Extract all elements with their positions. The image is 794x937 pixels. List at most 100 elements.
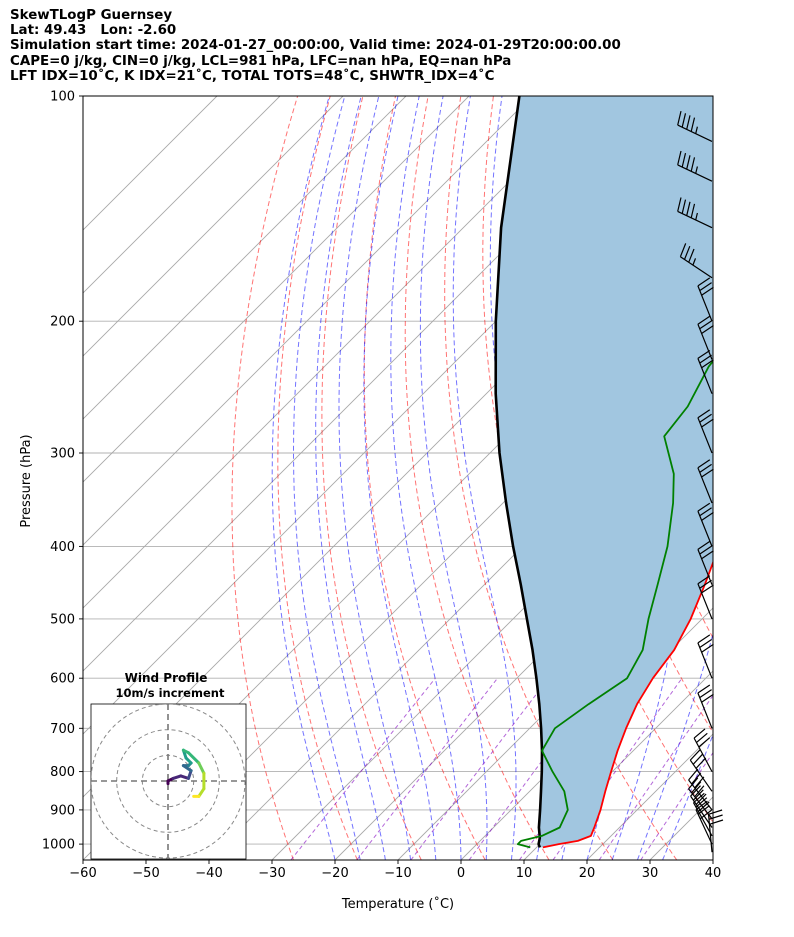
- wind-barb-flag: [695, 793, 707, 805]
- isotherm-line: [83, 96, 344, 357]
- hodograph-segment: [187, 751, 201, 765]
- wind-barb-shaft: [689, 759, 713, 792]
- dry-adiabat: [722, 96, 794, 860]
- wind-barb-flag: [698, 737, 711, 748]
- wind-barb-half-flag: [695, 212, 698, 221]
- temperature-profile-line: [542, 560, 713, 849]
- x-tick-label: −20: [321, 866, 348, 881]
- wind-barb-flag: [697, 540, 711, 550]
- wind-barb-flag: [708, 809, 723, 815]
- wind-barb-flag: [701, 418, 714, 428]
- moist-adiabat: [452, 96, 517, 860]
- wind-barb-flag: [681, 152, 687, 168]
- wind-barb-shaft: [697, 510, 713, 547]
- wind-barb: [697, 575, 714, 620]
- wind-barb-flag: [701, 359, 714, 369]
- dry-adiabat: [787, 96, 794, 860]
- x-tick-label: −60: [69, 866, 96, 881]
- dry-adiabat: [444, 96, 614, 860]
- wind-barb-flag: [701, 584, 714, 594]
- wind-barb-flag: [691, 772, 702, 785]
- wind-barb-shaft: [692, 802, 713, 837]
- mixing-ratio-line: [356, 677, 498, 860]
- wind-barb-flag: [693, 792, 705, 804]
- wind-barb: [688, 777, 713, 820]
- wind-barb-shaft: [680, 256, 713, 279]
- hodograph-inset: Wind Profile 10m/s increment: [90, 671, 247, 860]
- wind-barb-flag: [692, 789, 704, 801]
- x-tick-label: 10: [516, 866, 533, 881]
- wind-barb-flag: [690, 117, 696, 132]
- wind-barb-flag: [681, 199, 687, 214]
- wind-barb-flag: [695, 797, 708, 808]
- wind-barb: [697, 350, 714, 394]
- wind-barb-flag: [697, 350, 711, 359]
- wind-barb: [688, 768, 713, 811]
- wind-barb-shaft: [697, 549, 713, 585]
- wind-barb-flag: [699, 413, 712, 423]
- wind-barb: [697, 277, 714, 322]
- wind-barb-shaft: [677, 164, 713, 182]
- wind-barb-shaft: [695, 809, 713, 845]
- wind-barb-flag: [690, 157, 696, 172]
- isotherm-line: [83, 96, 533, 546]
- wind-barb-flag: [688, 768, 699, 781]
- wind-barb-flag: [686, 115, 691, 130]
- dry-adiabat: [754, 96, 794, 860]
- y-tick-label: 700: [50, 722, 75, 737]
- wind-barb-flag: [701, 325, 714, 334]
- wind-barb: [679, 243, 713, 279]
- x-axis-label: Temperature (˚C): [341, 896, 454, 912]
- y-tick-label: 800: [50, 765, 75, 780]
- hodograph-segment: [197, 761, 206, 775]
- wind-barb-flag: [701, 511, 714, 521]
- mixing-ratio-line: [410, 677, 549, 860]
- wind-barb-shaft: [693, 737, 713, 772]
- x-tick-label: −10: [384, 866, 411, 881]
- wind-barb-flag: [697, 277, 711, 287]
- wind-barb-flag: [701, 693, 714, 703]
- dry-adiabat: [404, 96, 550, 860]
- sounding-profiles: [494, 96, 713, 849]
- x-tick-label: 30: [642, 866, 659, 881]
- wind-barb-flag: [697, 315, 711, 325]
- wind-barb-shaft: [697, 583, 713, 620]
- wind-barb-flag: [694, 785, 705, 798]
- isotherm-line: [83, 96, 281, 294]
- wind-barb-flag: [681, 113, 687, 128]
- wind-barb: [697, 684, 714, 729]
- hodograph-segment: [197, 787, 206, 798]
- wind-barb-flag: [697, 575, 711, 585]
- x-tick-label: −40: [195, 866, 222, 881]
- moist-adiabat: [662, 733, 713, 860]
- wind-barb-flag: [688, 248, 695, 263]
- isotherm-line: [397, 544, 713, 860]
- isotherm-line: [334, 481, 713, 860]
- y-tick-label: 500: [50, 612, 75, 627]
- wind-barb-flag: [691, 781, 702, 794]
- isotherm-line: [712, 859, 713, 860]
- y-axis-label: Pressure (hPa): [19, 434, 34, 527]
- wind-barb-flag: [689, 749, 701, 761]
- wind-barb-flag: [677, 150, 682, 166]
- y-tick-label: 100: [50, 90, 75, 105]
- chart-header: SkewTLogP Guernsey Lat: 49.43 Lon: -2.60…: [10, 8, 621, 84]
- wind-barb-flag: [699, 463, 712, 473]
- wind-barb-half-flag: [695, 126, 698, 134]
- mixing-ratio-line: [598, 694, 713, 860]
- wind-barb: [697, 634, 714, 679]
- wind-barb-flag: [686, 155, 691, 170]
- parcel-profile-line: [494, 96, 544, 848]
- axes: −60 −50 −40 −30 −20 −10 0 10 20 30 40 100 200 300 400 5…: [42, 90, 721, 882]
- dry-adiabat: [231, 96, 299, 860]
- wind-barb-flag: [686, 201, 691, 216]
- y-tick-label: 600: [50, 672, 75, 687]
- wind-barb-shaft: [697, 692, 713, 729]
- hodograph-title: Wind Profile: [125, 671, 208, 685]
- wind-barb: [697, 315, 714, 360]
- wind-barb-flag: [697, 805, 710, 815]
- wind-barb-flag: [699, 320, 712, 330]
- time-line: Simulation start time: 2024-01-27_00:00:…: [10, 38, 621, 54]
- wind-barb-flag: [683, 245, 691, 260]
- moist-adiabat: [636, 96, 713, 860]
